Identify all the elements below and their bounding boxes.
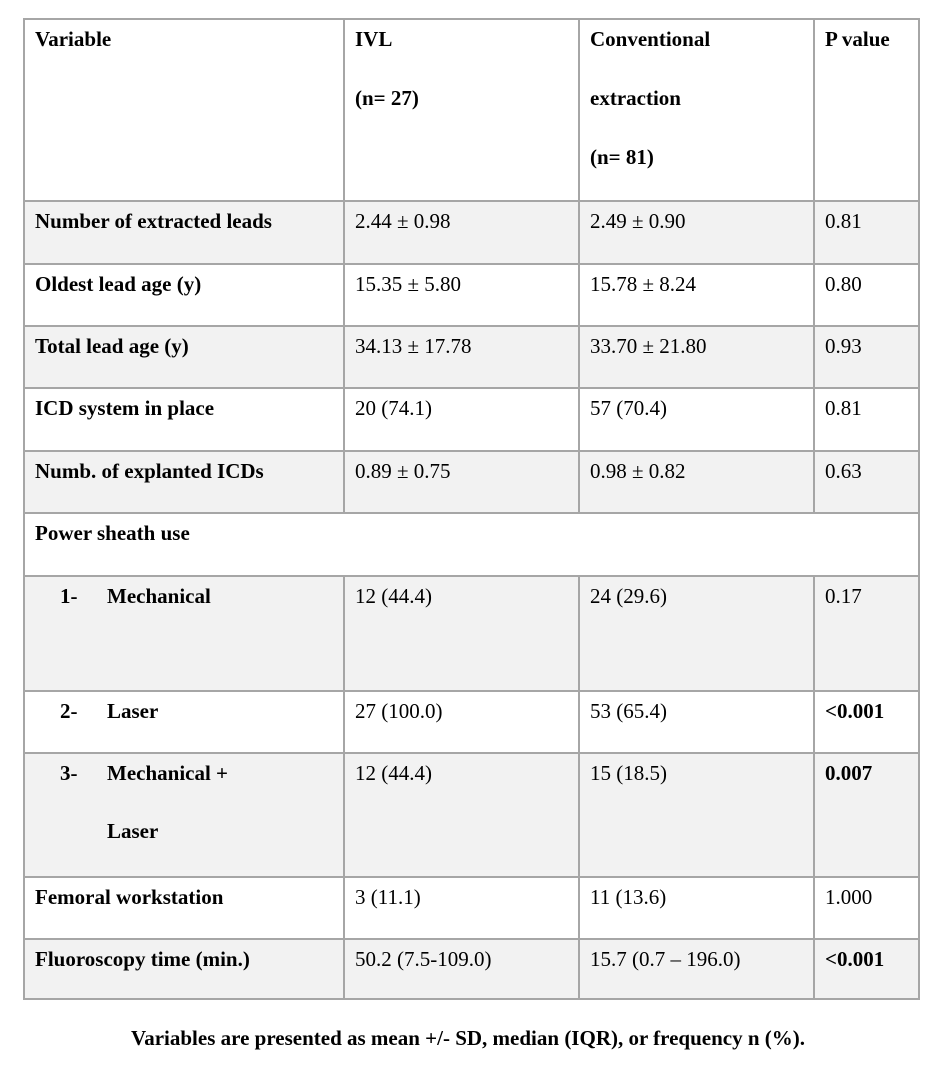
- ivl-value-cell: 0.89 ± 0.75: [343, 450, 580, 514]
- conventional-value-cell: 15.78 ± 8.24: [578, 263, 815, 327]
- conventional-value-cell: 33.70 ± 21.80: [578, 325, 815, 389]
- p-value-cell: 0.80: [813, 263, 920, 327]
- p-value-cell: 0.007: [813, 752, 920, 878]
- header-row: Variable IVL (n= 27) Conventional extrac…: [23, 18, 920, 202]
- conventional-value-cell: 2.49 ± 0.90: [578, 200, 815, 265]
- row-label-cell: Total lead age (y): [23, 325, 345, 389]
- results-table: Variable IVL (n= 27) Conventional extrac…: [23, 18, 920, 1000]
- table-row: 1- Mechanical 12 (44.4) 24 (29.6) 0.17: [23, 575, 920, 692]
- list-number: 3-: [60, 761, 78, 785]
- list-label: Laser: [107, 699, 159, 723]
- ivl-value-cell: 27 (100.0): [343, 690, 580, 754]
- ivl-value-cell: 2.44 ± 0.98: [343, 200, 580, 265]
- p-value-cell: 0.63: [813, 450, 920, 514]
- ivl-value-cell: 34.13 ± 17.78: [343, 325, 580, 389]
- header-conventional-line: Conventional: [590, 27, 711, 51]
- conventional-value-cell: 15.7 (0.7 – 196.0): [578, 938, 815, 1000]
- conventional-value-cell: 15 (18.5): [578, 752, 815, 878]
- p-value-cell: 0.17: [813, 575, 920, 692]
- ivl-value-cell: 3 (11.1): [343, 876, 580, 940]
- header-conventional-n: (n= 81): [590, 145, 654, 170]
- table-row: Fluoroscopy time (min.) 50.2 (7.5-109.0)…: [23, 938, 920, 1000]
- header-conventional-line2: extraction: [590, 86, 681, 111]
- row-label-cell: 3- Mechanical + Laser: [23, 752, 345, 878]
- ivl-value-cell: 50.2 (7.5-109.0): [343, 938, 580, 1000]
- table-row: Oldest lead age (y) 15.35 ± 5.80 15.78 ±…: [23, 263, 920, 327]
- list-label-line: Mechanical +: [107, 761, 229, 785]
- list-number: 1-: [60, 584, 78, 608]
- conventional-value-cell: 24 (29.6): [578, 575, 815, 692]
- list-label: Mechanical + Laser: [107, 761, 333, 844]
- ivl-value-cell: 12 (44.4): [343, 752, 580, 878]
- table-row: 2- Laser 27 (100.0) 53 (65.4) <0.001: [23, 690, 920, 754]
- table-row: Numb. of explanted ICDs 0.89 ± 0.75 0.98…: [23, 450, 920, 514]
- p-value-cell: 0.81: [813, 200, 920, 265]
- p-value-cell: 0.93: [813, 325, 920, 389]
- row-label-cell: Numb. of explanted ICDs: [23, 450, 345, 514]
- p-value-cell: <0.001: [813, 938, 920, 1000]
- p-value-cell: 0.81: [813, 387, 920, 452]
- table-footnote: Variables are presented as mean +/- SD, …: [130, 1026, 806, 1050]
- row-label-cell: Oldest lead age (y): [23, 263, 345, 327]
- conventional-value-cell: 57 (70.4): [578, 387, 815, 452]
- ivl-value-cell: 12 (44.4): [343, 575, 580, 692]
- conventional-value-cell: 53 (65.4): [578, 690, 815, 754]
- row-label-cell: Fluoroscopy time (min.): [23, 938, 345, 1000]
- table-row: Number of extracted leads 2.44 ± 0.98 2.…: [23, 200, 920, 265]
- conventional-value-cell: 11 (13.6): [578, 876, 815, 940]
- list-label: Mechanical: [107, 584, 211, 608]
- p-value-cell: 1.000: [813, 876, 920, 940]
- row-label-cell: ICD system in place: [23, 387, 345, 452]
- conventional-value-cell: 0.98 ± 0.82: [578, 450, 815, 514]
- header-variable: Variable: [23, 18, 345, 202]
- header-ivl: IVL (n= 27): [343, 18, 580, 202]
- row-label-cell: Number of extracted leads: [23, 200, 345, 265]
- ivl-value-cell: 20 (74.1): [343, 387, 580, 452]
- header-ivl-line: IVL: [355, 27, 393, 51]
- section-label-cell: Power sheath use: [23, 512, 920, 577]
- ivl-value-cell: 15.35 ± 5.80: [343, 263, 580, 327]
- list-label-line: Laser: [107, 819, 159, 844]
- table-row: Total lead age (y) 34.13 ± 17.78 33.70 ±…: [23, 325, 920, 389]
- section-row: Power sheath use: [23, 512, 920, 577]
- row-label-cell: 2- Laser: [23, 690, 345, 754]
- header-variable-label: Variable: [35, 27, 112, 51]
- table-row: Femoral workstation 3 (11.1) 11 (13.6) 1…: [23, 876, 920, 940]
- header-ivl-n: (n= 27): [355, 86, 419, 111]
- header-p-value: P value: [813, 18, 920, 202]
- header-conventional: Conventional extraction (n= 81): [578, 18, 815, 202]
- list-number: 2-: [60, 699, 78, 723]
- p-value-cell: <0.001: [813, 690, 920, 754]
- table-row: ICD system in place 20 (74.1) 57 (70.4) …: [23, 387, 920, 452]
- table-row: 3- Mechanical + Laser 12 (44.4) 15 (18.5…: [23, 752, 920, 878]
- row-label-cell: 1- Mechanical: [23, 575, 345, 692]
- row-label-cell: Femoral workstation: [23, 876, 345, 940]
- header-p-value-label: P value: [825, 27, 890, 51]
